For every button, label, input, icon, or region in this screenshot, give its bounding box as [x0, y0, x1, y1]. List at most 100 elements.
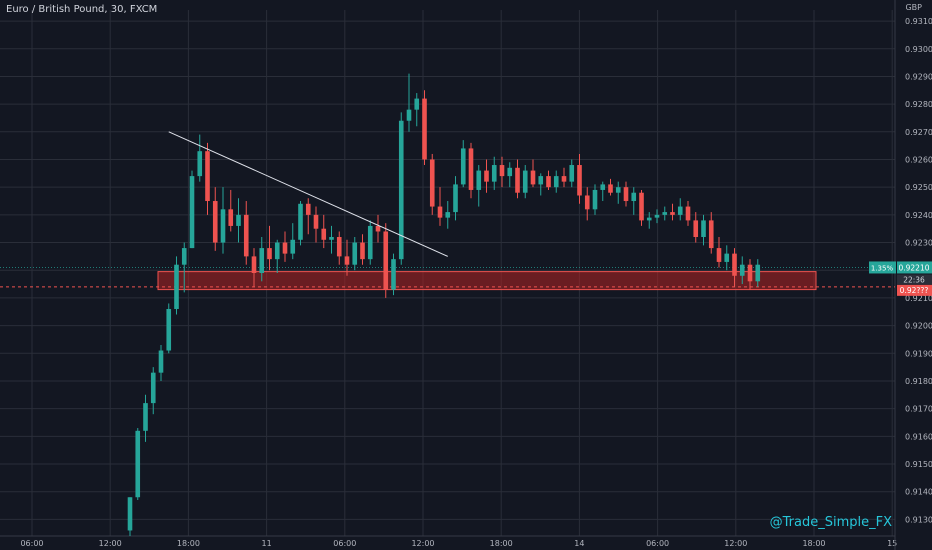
candle-body — [546, 176, 551, 188]
candle-body — [708, 220, 714, 249]
candle-body — [507, 167, 513, 177]
candle-body — [267, 248, 272, 260]
x-tick-label: 06:00 — [646, 539, 669, 548]
candle-body — [468, 148, 474, 190]
candle-body — [747, 264, 753, 282]
countdown-label: 22:36 — [903, 275, 925, 284]
candle-body — [367, 225, 373, 260]
candle-body — [515, 167, 520, 193]
candle-body — [716, 248, 722, 262]
candle-body — [445, 212, 451, 218]
candle-body — [429, 159, 435, 207]
candle-body — [561, 176, 567, 182]
candle-body — [383, 231, 389, 290]
candle-body — [166, 308, 172, 351]
candle-body — [174, 264, 179, 309]
candle-body — [150, 372, 156, 404]
candle-body — [553, 176, 559, 188]
x-tick-label: 18:00 — [177, 539, 200, 548]
x-tick-label: 06:00 — [333, 539, 356, 548]
candle-body — [693, 220, 699, 238]
candle-body — [344, 256, 350, 265]
candle-body — [282, 242, 288, 254]
candle-body — [360, 242, 365, 260]
candle-body — [135, 430, 141, 498]
candle-body — [251, 256, 257, 273]
candle-body — [639, 192, 644, 221]
candle-body — [422, 98, 427, 160]
candle-body — [530, 170, 536, 185]
candle-body — [592, 189, 598, 210]
chart-title: Euro / British Pound, 30, FXCM — [6, 4, 158, 15]
candle-body — [460, 148, 466, 185]
candle-body — [584, 195, 590, 210]
candle-body — [608, 184, 613, 193]
candle-body — [491, 165, 497, 182]
trendline — [168, 131, 448, 257]
candle-body — [143, 403, 148, 431]
candle-body — [305, 203, 311, 215]
current-price-badge — [897, 284, 932, 296]
candle-body — [189, 176, 195, 249]
watermark-text: @Trade_Simple_FX — [769, 515, 892, 530]
candle-body — [329, 237, 334, 240]
candle-body — [522, 170, 528, 193]
candle-body — [298, 203, 303, 240]
candle-body — [228, 209, 234, 226]
candle-body — [352, 242, 358, 265]
x-tick-label: 11 — [262, 539, 272, 548]
candle-body — [724, 253, 730, 262]
candle-body — [654, 214, 660, 218]
currency-label: GBP — [905, 3, 922, 12]
candle-body — [220, 209, 226, 243]
candle-body — [670, 212, 675, 215]
x-tick-label: 12:00 — [724, 539, 747, 548]
candle-body — [646, 217, 652, 221]
x-tick-label: 14 — [574, 539, 584, 548]
candle-body — [677, 206, 683, 215]
countdown-badge — [897, 274, 932, 285]
candle-body — [205, 151, 210, 202]
change-label: 1.35% — [871, 264, 894, 272]
candle-body — [631, 192, 637, 202]
candle-body — [755, 264, 761, 282]
current-price-label: 0.92??? — [900, 286, 929, 295]
x-tick-label: 12:00 — [411, 539, 434, 548]
x-tick-label: 18:00 — [802, 539, 825, 548]
candle-body — [398, 120, 404, 260]
candle-body — [600, 184, 606, 190]
x-tick-label: 18:00 — [490, 539, 513, 548]
candle-body — [259, 248, 265, 273]
candle-body — [375, 225, 381, 232]
candle-body — [406, 109, 412, 121]
candle-body — [212, 201, 218, 243]
candle-body — [453, 184, 458, 213]
x-tick-label: 15 — [887, 539, 897, 548]
candle-body — [569, 165, 575, 182]
candle-body — [290, 239, 296, 254]
candle-body — [391, 259, 396, 290]
candle-body — [274, 242, 280, 260]
candle-body — [499, 165, 505, 177]
candle-body — [685, 206, 691, 221]
candle-body — [623, 187, 629, 202]
last-price-badge — [897, 261, 932, 274]
support-zone — [157, 271, 817, 291]
candle-body — [476, 170, 482, 190]
